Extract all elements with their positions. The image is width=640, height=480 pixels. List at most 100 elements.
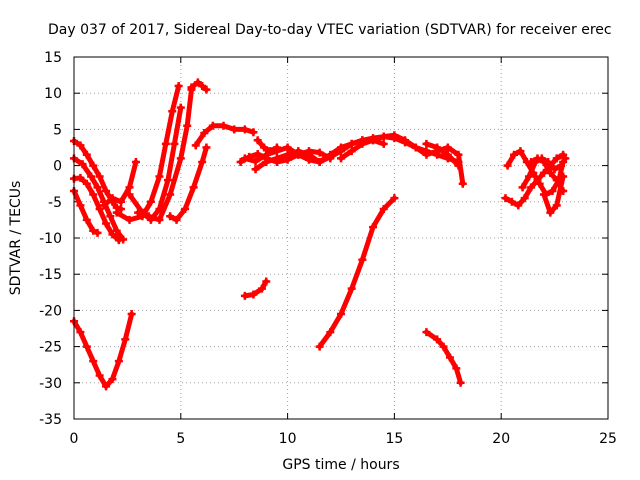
data-point bbox=[116, 205, 125, 214]
data-point bbox=[539, 157, 548, 166]
data-point bbox=[125, 215, 134, 224]
data-point bbox=[251, 165, 260, 174]
series-arc-03 bbox=[70, 173, 123, 245]
data-point bbox=[99, 201, 108, 210]
data-point bbox=[347, 147, 356, 156]
data-point bbox=[106, 212, 115, 221]
data-point bbox=[390, 131, 399, 140]
data-point bbox=[315, 342, 324, 351]
data-point bbox=[379, 132, 388, 141]
data-point bbox=[134, 208, 143, 217]
data-point bbox=[559, 172, 568, 181]
series-arc-26 bbox=[539, 172, 568, 217]
data-point bbox=[337, 310, 345, 319]
series-arc-18 bbox=[240, 277, 271, 300]
y-tick-label: 10 bbox=[44, 86, 62, 102]
data-point bbox=[503, 161, 512, 170]
x-tick-label: 20 bbox=[492, 431, 510, 447]
data-point bbox=[108, 230, 117, 239]
data-point bbox=[283, 155, 292, 164]
data-point bbox=[358, 255, 367, 264]
series-arc-15 bbox=[236, 147, 335, 166]
series-layer bbox=[70, 78, 570, 391]
series-line bbox=[71, 311, 135, 389]
data-point bbox=[202, 143, 211, 152]
data-point bbox=[283, 143, 292, 152]
data-point bbox=[166, 212, 175, 221]
data-point bbox=[198, 157, 207, 166]
data-point bbox=[127, 310, 136, 319]
data-point bbox=[262, 154, 271, 163]
data-point bbox=[422, 139, 431, 148]
data-point bbox=[76, 328, 85, 337]
data-point bbox=[191, 141, 200, 150]
series-arc-14 bbox=[253, 136, 281, 156]
data-point bbox=[95, 371, 104, 380]
data-point bbox=[200, 129, 209, 138]
series-line bbox=[189, 79, 209, 93]
data-point bbox=[245, 152, 254, 161]
data-point bbox=[552, 176, 561, 185]
data-point bbox=[240, 125, 249, 134]
data-point bbox=[539, 190, 548, 199]
y-tick-label: 5 bbox=[53, 122, 62, 138]
plot-frame bbox=[73, 56, 609, 420]
series-line bbox=[503, 152, 566, 208]
data-point bbox=[155, 215, 164, 224]
data-point bbox=[121, 335, 130, 344]
y-tick-label: -30 bbox=[39, 376, 62, 392]
y-tick-label: -20 bbox=[39, 303, 62, 319]
x-tick-label: 15 bbox=[385, 431, 403, 447]
series-arc-19 bbox=[315, 194, 399, 351]
data-point bbox=[304, 147, 313, 156]
data-point bbox=[168, 107, 177, 116]
data-point bbox=[458, 179, 467, 188]
data-point bbox=[454, 161, 463, 170]
data-point bbox=[266, 147, 275, 156]
data-point bbox=[144, 212, 153, 221]
grid-layer bbox=[74, 57, 608, 419]
data-point bbox=[433, 143, 442, 152]
data-point bbox=[125, 183, 134, 192]
data-point bbox=[249, 290, 258, 299]
data-point bbox=[315, 148, 324, 157]
data-point bbox=[550, 165, 559, 174]
data-point bbox=[439, 342, 448, 351]
data-point bbox=[230, 125, 239, 134]
data-point bbox=[198, 81, 207, 90]
data-point bbox=[401, 136, 410, 145]
series-line bbox=[423, 141, 461, 169]
series-arc-17 bbox=[422, 139, 463, 170]
data-point bbox=[445, 353, 454, 362]
data-point bbox=[520, 194, 529, 203]
data-point bbox=[112, 226, 121, 235]
tick-layer: 0 5 10 15 20 25 15 10 5 0 -5 -10 -15 -20 -25 -30 -35 bbox=[39, 50, 617, 447]
data-point bbox=[379, 205, 388, 214]
data-point bbox=[294, 150, 303, 159]
data-point bbox=[315, 157, 324, 166]
data-point bbox=[76, 201, 85, 210]
data-point bbox=[95, 205, 104, 214]
data-point bbox=[546, 208, 555, 217]
data-point bbox=[548, 186, 557, 195]
data-point bbox=[527, 157, 536, 166]
y-axis-title: SDTVAR / TECUs bbox=[8, 181, 24, 296]
data-point bbox=[422, 328, 431, 337]
data-point bbox=[236, 157, 245, 166]
series-line bbox=[317, 195, 397, 350]
series-arc-21 bbox=[70, 310, 136, 391]
data-point bbox=[82, 342, 91, 351]
data-point bbox=[95, 172, 104, 181]
data-point bbox=[93, 228, 102, 237]
series-arc-05 bbox=[99, 157, 140, 210]
y-tick-label: 15 bbox=[44, 50, 62, 66]
data-point bbox=[181, 205, 190, 214]
data-point bbox=[82, 179, 91, 188]
series-line bbox=[423, 329, 464, 386]
y-tick-label: -35 bbox=[39, 412, 62, 428]
series-line bbox=[242, 278, 269, 299]
x-tick-label: 5 bbox=[176, 431, 185, 447]
x-axis-title: GPS time / hours bbox=[282, 457, 399, 473]
data-point bbox=[253, 136, 262, 145]
